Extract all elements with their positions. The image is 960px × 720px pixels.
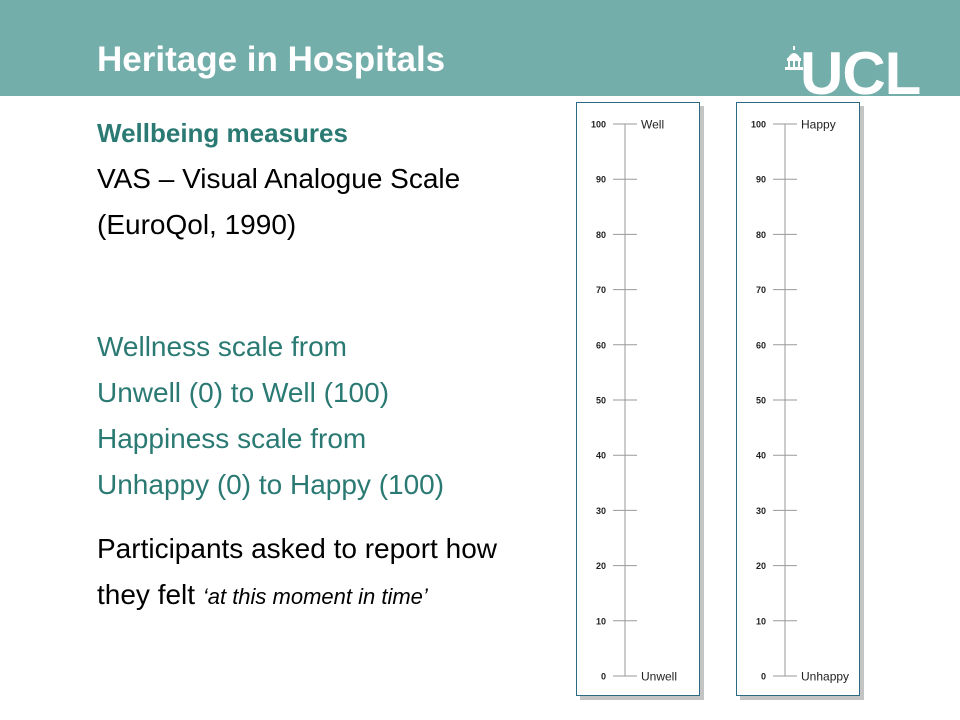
scale-tick-label: 80 xyxy=(596,230,606,240)
scale-tick-label: 10 xyxy=(596,616,606,626)
scale-tick-label: 100 xyxy=(751,120,766,130)
scale-tick-label: 60 xyxy=(756,340,766,350)
dome-icon xyxy=(785,46,803,70)
participants-line-1: Participants asked to report how xyxy=(97,533,497,564)
participants-line-2-plain: they felt xyxy=(97,579,203,610)
scale-top-label: Happy xyxy=(801,118,836,132)
scale-top-label: Well xyxy=(641,118,664,132)
participants-line-2-italic: ‘at this moment in time’ xyxy=(202,584,428,609)
ucl-logo: UCL xyxy=(784,44,944,104)
scale-box: 100 90 80 70 60 50 40 30 20 10 0 Happy Unhappy xyxy=(736,102,860,696)
wellness-scale-card: 100 90 80 70 60 50 40 30 20 10 0 Well Unwell xyxy=(576,102,704,700)
happiness-line-1: Happiness scale from xyxy=(97,423,367,454)
scale-tick-label: 70 xyxy=(596,285,606,295)
scale-tick-label: 90 xyxy=(596,175,606,185)
scale-tick-label: 80 xyxy=(756,230,766,240)
vas-line: VAS – Visual Analogue Scale xyxy=(97,163,461,194)
happiness-line-2: Unhappy (0) to Happy (100) xyxy=(97,469,445,500)
wellness-line-2: Unwell (0) to Well (100) xyxy=(97,377,390,408)
scale-tick-label: 70 xyxy=(756,285,766,295)
scale-tick-label: 90 xyxy=(756,175,766,185)
scale-tick-label: 30 xyxy=(756,506,766,516)
scale-tick-label: 60 xyxy=(596,340,606,350)
scale-tick-label: 20 xyxy=(596,561,606,571)
scale-bottom-label: Unwell xyxy=(641,670,677,684)
participants-line-2: they felt ‘at this moment in time’ xyxy=(97,578,428,614)
header-band xyxy=(0,0,960,96)
wellness-line-1: Wellness scale from xyxy=(97,331,348,362)
scale-tick-label: 50 xyxy=(756,396,766,406)
scale-tick-label: 50 xyxy=(596,396,606,406)
scale-tick-label: 100 xyxy=(591,120,606,130)
logo-text: UCL xyxy=(800,40,921,107)
scale-tick-label: 0 xyxy=(761,672,766,682)
section-heading: Wellbeing measures xyxy=(97,118,348,148)
scale-box: 100 90 80 70 60 50 40 30 20 10 0 Well Unwell xyxy=(576,102,700,696)
scale-tick-label: 10 xyxy=(756,616,766,626)
slide-title: Heritage in Hospitals xyxy=(97,40,446,79)
scale-tick-label: 0 xyxy=(601,672,606,682)
scale-tick-label: 40 xyxy=(756,451,766,461)
scale-tick-label: 20 xyxy=(756,561,766,571)
source-line: (EuroQol, 1990) xyxy=(97,209,297,240)
scale-tick-label: 40 xyxy=(596,451,606,461)
scale-bottom-label: Unhappy xyxy=(801,670,849,684)
scale-tick-label: 30 xyxy=(596,506,606,516)
happiness-scale-card: 100 90 80 70 60 50 40 30 20 10 0 Happy Unhappy xyxy=(736,102,864,700)
